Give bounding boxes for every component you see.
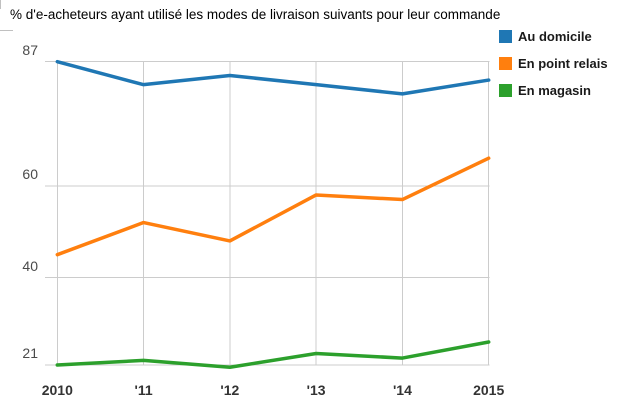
- legend-label: En magasin: [518, 83, 591, 98]
- x-tick-label: '14: [392, 382, 412, 398]
- legend-label: Au domicile: [518, 29, 592, 44]
- y-tick-label: 60: [22, 165, 38, 182]
- legend-swatch-blue: [499, 30, 512, 43]
- y-tick-label: 40: [22, 257, 38, 274]
- chart-title: % d'e-acheteurs ayant utilisé les modes …: [10, 7, 501, 22]
- y-tick-label: 87: [22, 41, 38, 58]
- series-line-en-magasin: [55, 340, 491, 370]
- legend-swatch-green: [499, 84, 512, 97]
- y-tick-label: 21: [22, 344, 38, 361]
- x-tick-label: '13: [306, 382, 326, 398]
- x-tick-label: 2015: [473, 382, 505, 398]
- series-line-au-domicile: [55, 59, 491, 96]
- legend-item-au-domicile: Au domicile: [499, 30, 608, 43]
- series-line-en-point-relais: [55, 156, 491, 257]
- legend-swatch-orange: [499, 57, 512, 70]
- crop-artifact-horizontal: [0, 30, 13, 31]
- x-tick-label: 2010: [41, 382, 73, 398]
- legend-item-en-point-relais: En point relais: [499, 57, 608, 70]
- legend-item-en-magasin: En magasin: [499, 84, 608, 97]
- x-tick-label: '12: [220, 382, 240, 398]
- x-tick-label: '11: [134, 382, 153, 398]
- crop-artifact-vertical: [0, 0, 1, 9]
- legend: Au domicile En point relais En magasin: [499, 30, 608, 97]
- legend-label: En point relais: [518, 56, 608, 71]
